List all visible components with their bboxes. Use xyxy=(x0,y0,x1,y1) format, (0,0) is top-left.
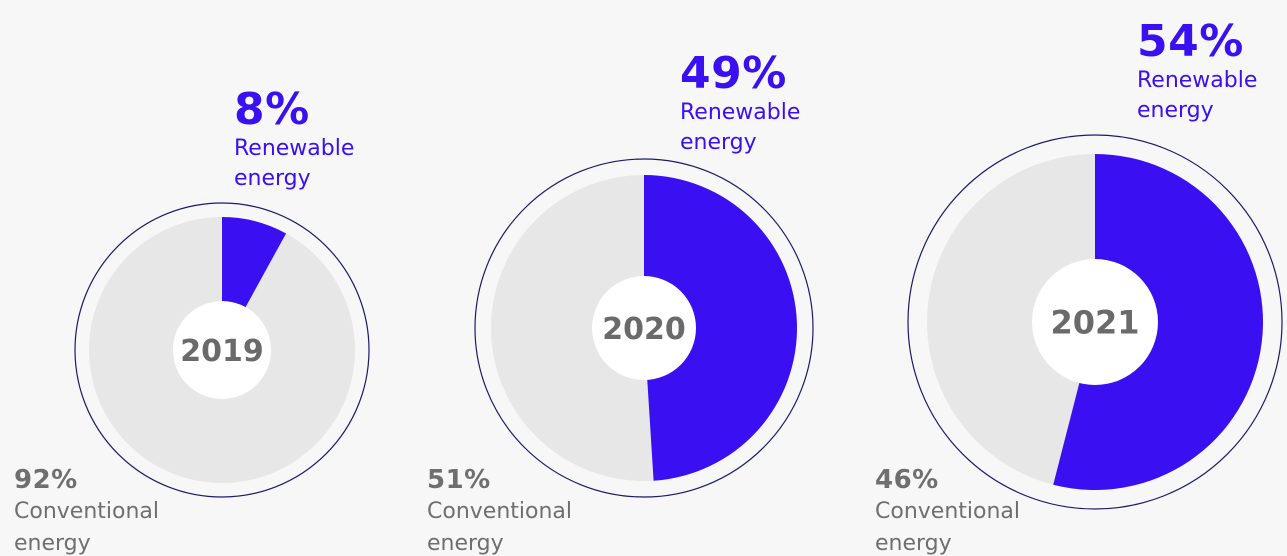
renewable-label-2021: 54% Renewable energy xyxy=(1137,20,1257,124)
conventional-label-2020: 51% Conventional energy xyxy=(427,467,572,556)
conventional-caption-line1-2021: Conventional xyxy=(875,499,1020,524)
renewable-caption-line1-2020: Renewable xyxy=(680,100,801,125)
year-label-2019: 2019 xyxy=(180,334,264,369)
center-hole-2021 xyxy=(1032,259,1158,385)
renewable-caption-line2-2020: energy xyxy=(680,130,757,155)
conventional-percent-2020: 51% xyxy=(427,465,491,495)
outline-ring-2019 xyxy=(74,202,370,498)
conventional-caption-line1-2019: Conventional xyxy=(14,499,159,524)
renewable-label-2020: 49% Renewable energy xyxy=(680,52,800,156)
renewable-label-2019: 8% Renewable energy xyxy=(234,88,354,192)
conventional-caption-line1-2020: Conventional xyxy=(427,499,572,524)
outline-ring-2021 xyxy=(907,134,1283,510)
renewable-slice-2021 xyxy=(1053,154,1263,491)
center-hole-2020 xyxy=(592,276,696,380)
center-hole-2019 xyxy=(173,301,271,399)
year-label-2021: 2021 xyxy=(1050,304,1139,342)
renewable-percent-2019: 8% xyxy=(234,84,310,135)
conventional-label-2019: 92% Conventional energy xyxy=(14,467,159,556)
conventional-percent-2019: 92% xyxy=(14,465,78,495)
conventional-caption-line2-2021: energy xyxy=(875,531,952,556)
renewable-caption-line1-2019: Renewable xyxy=(234,136,355,161)
outline-ring-2020 xyxy=(474,158,814,498)
conventional-caption-line2-2020: energy xyxy=(427,531,504,556)
conventional-caption-line2-2019: energy xyxy=(14,531,91,556)
conventional-label-2021: 46% Conventional energy xyxy=(875,467,1020,556)
renewable-slice-2020 xyxy=(644,175,797,481)
year-label-2020: 2020 xyxy=(602,312,686,347)
renewable-caption-line2-2021: energy xyxy=(1137,98,1214,123)
renewable-percent-2020: 49% xyxy=(680,48,787,99)
renewable-caption-line1-2021: Renewable xyxy=(1137,68,1258,93)
conventional-percent-2021: 46% xyxy=(875,465,939,495)
renewable-percent-2021: 54% xyxy=(1137,16,1244,67)
renewable-caption-line2-2019: energy xyxy=(234,166,311,191)
